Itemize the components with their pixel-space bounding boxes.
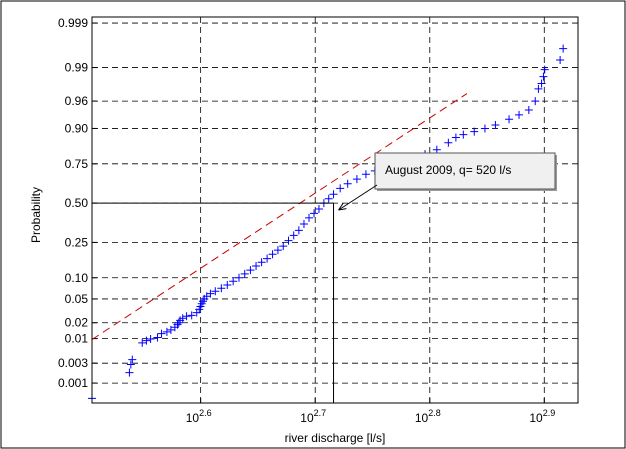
y-tick-label: 0.02 [65,316,89,330]
x-tick-exponent: 2.7 [314,408,327,418]
data-point [470,127,479,136]
y-tick-label: 0.05 [65,292,89,306]
x-tick-base: 10 [186,411,200,425]
x-tick-base: 10 [529,411,543,425]
y-tick-label: 0.96 [65,94,89,108]
axes-box [91,16,579,404]
data-point [217,284,226,293]
data-point [299,219,308,228]
data-point [157,329,166,338]
x-tick-exponent: 2.8 [428,408,441,418]
x-tick-label: 102.6 [186,408,212,425]
data-point [240,269,249,278]
y-axis-label: Probability [29,187,43,243]
x-tick-base: 10 [415,411,429,425]
data-point [178,314,187,323]
data-point [126,360,135,369]
data-point [146,335,155,344]
x-tick-exponent: 2.9 [543,408,556,418]
data-point [531,97,540,106]
data-point [223,280,232,289]
data-point [505,115,514,124]
data-point [432,145,441,154]
data-point [182,312,191,321]
annotation: August 2009, q= 520 l/s [92,152,557,403]
annotation-arrow [338,184,378,211]
data-point [310,209,319,218]
data-point [153,333,162,342]
x-tick-labels: 102.6 102.7 102.8 102.9 [186,408,556,425]
y-tick-labels: 0.001 0.003 0.01 0.02 0.05 0.10 0.25 0.50 0.75 0.… [58,16,88,390]
y-tick-label: 0.10 [65,271,89,285]
data-point [336,184,345,193]
annotation-arrow-head [338,203,347,211]
y-tick-label: 0.90 [65,121,89,135]
data-point [229,277,238,286]
data-point [524,105,533,114]
data-point [343,179,352,188]
y-tick-label: 0.01 [65,332,89,346]
data-point [142,336,151,345]
data-point [540,65,549,74]
data-point [252,262,261,271]
data-point [268,250,277,259]
data-point [361,170,370,179]
y-tick-label: 0.999 [58,16,88,30]
x-tick-label: 102.7 [300,408,326,425]
y-tick-label: 0.50 [65,196,89,210]
y-tick-label: 0.25 [65,235,89,249]
data-point [451,133,460,142]
y-tick-label: 0.003 [58,356,88,370]
x-tick-exponent: 2.6 [199,408,212,418]
x-tick-label: 102.8 [415,408,441,425]
reference-line-segment [91,93,468,340]
data-point [556,55,565,64]
grid [92,17,578,403]
data-point [515,110,524,119]
x-axis-label: river discharge [l/s] [285,431,386,445]
annotation-text: August 2009, q= 520 l/s [385,163,511,177]
data-point [211,287,220,296]
data-point [559,44,568,53]
axes-background [92,17,578,403]
data-point [263,254,272,263]
data-point [279,242,288,251]
data-point [539,72,548,81]
y-tick-label: 0.75 [65,157,89,171]
data-point [352,175,361,184]
reference-line [91,93,468,340]
data-point [324,194,333,203]
data-point [491,120,500,129]
data-point [294,226,303,235]
data-point [162,327,171,336]
data-point [206,289,215,298]
data-point [138,338,147,347]
data-point [284,236,293,245]
data-point [537,79,546,88]
data-point [534,84,543,93]
x-tick-label: 102.9 [529,408,555,425]
data-point [314,204,323,213]
x-tick-base: 10 [300,411,314,425]
y-tick-label: 0.99 [65,61,89,75]
data-point [257,258,266,267]
data-point [173,320,182,329]
data-point [128,355,137,364]
data-point [289,231,298,240]
data-point [125,368,134,377]
data-point [273,246,282,255]
y-tick-label: 0.001 [58,376,88,390]
data-point [444,138,453,147]
data-point [459,130,468,139]
data-point [480,124,489,133]
data-point [246,266,255,275]
data-point [187,311,196,320]
data-point [305,213,314,222]
data-point [329,190,338,199]
data-point [234,273,243,282]
annotation-box [374,152,556,190]
